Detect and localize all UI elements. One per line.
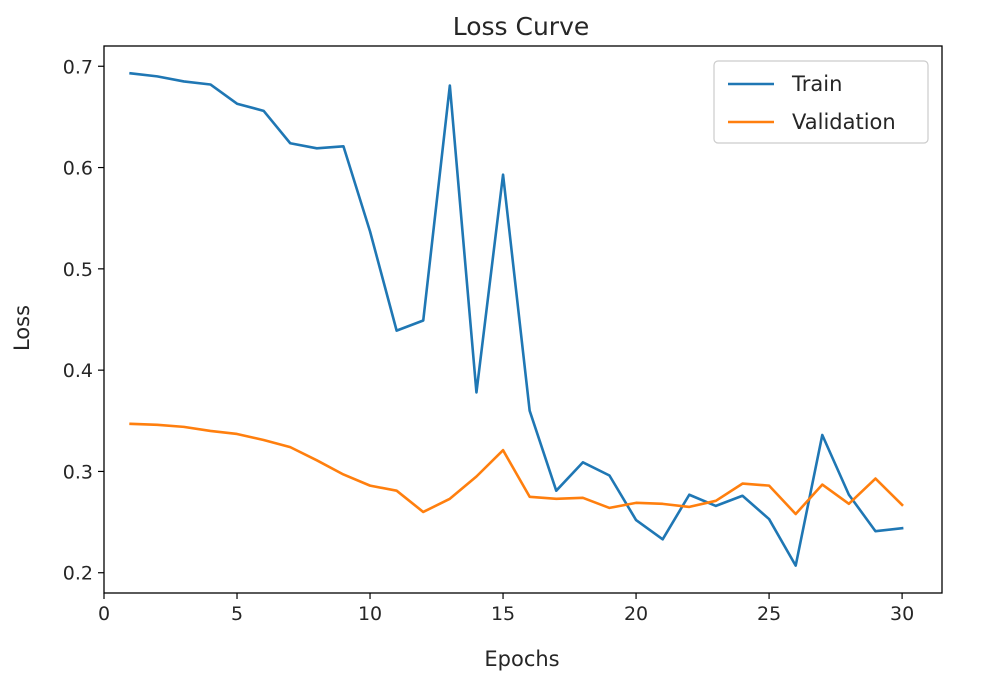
y-tick-label: 0.5: [63, 259, 93, 281]
x-tick-label: 5: [231, 603, 243, 625]
x-tick-label: 15: [491, 603, 515, 625]
plot-frame: [103, 45, 943, 594]
x-tick-label: 25: [757, 603, 781, 625]
y-tick-label: 0.7: [63, 56, 93, 78]
legend-label-validation: Validation: [792, 110, 896, 134]
x-tick-label: 10: [358, 603, 382, 625]
x-tick-label: 20: [624, 603, 648, 625]
y-tick-label: 0.6: [63, 158, 93, 180]
series-line-validation: [129, 422, 904, 516]
legend: Train Validation: [713, 60, 929, 144]
y-tick-label: 0.4: [63, 360, 93, 382]
y-tick-label: 0.3: [63, 461, 93, 483]
y-axis-label: Loss: [10, 305, 34, 351]
x-tick-label: 30: [890, 603, 914, 625]
chart-title: Loss Curve: [453, 12, 590, 41]
ticks-layer: 0 5 10 15 20 25 30 0.2 0.3 0.4 0.5 0.6 0.7: [63, 56, 914, 625]
plot-layer: [129, 71, 904, 567]
x-tick-label: 0: [98, 603, 110, 625]
y-tick-label: 0.2: [63, 563, 93, 585]
x-axis-label: Epochs: [484, 647, 559, 671]
series-line-train: [129, 71, 904, 567]
legend-label-train: Train: [791, 72, 842, 96]
